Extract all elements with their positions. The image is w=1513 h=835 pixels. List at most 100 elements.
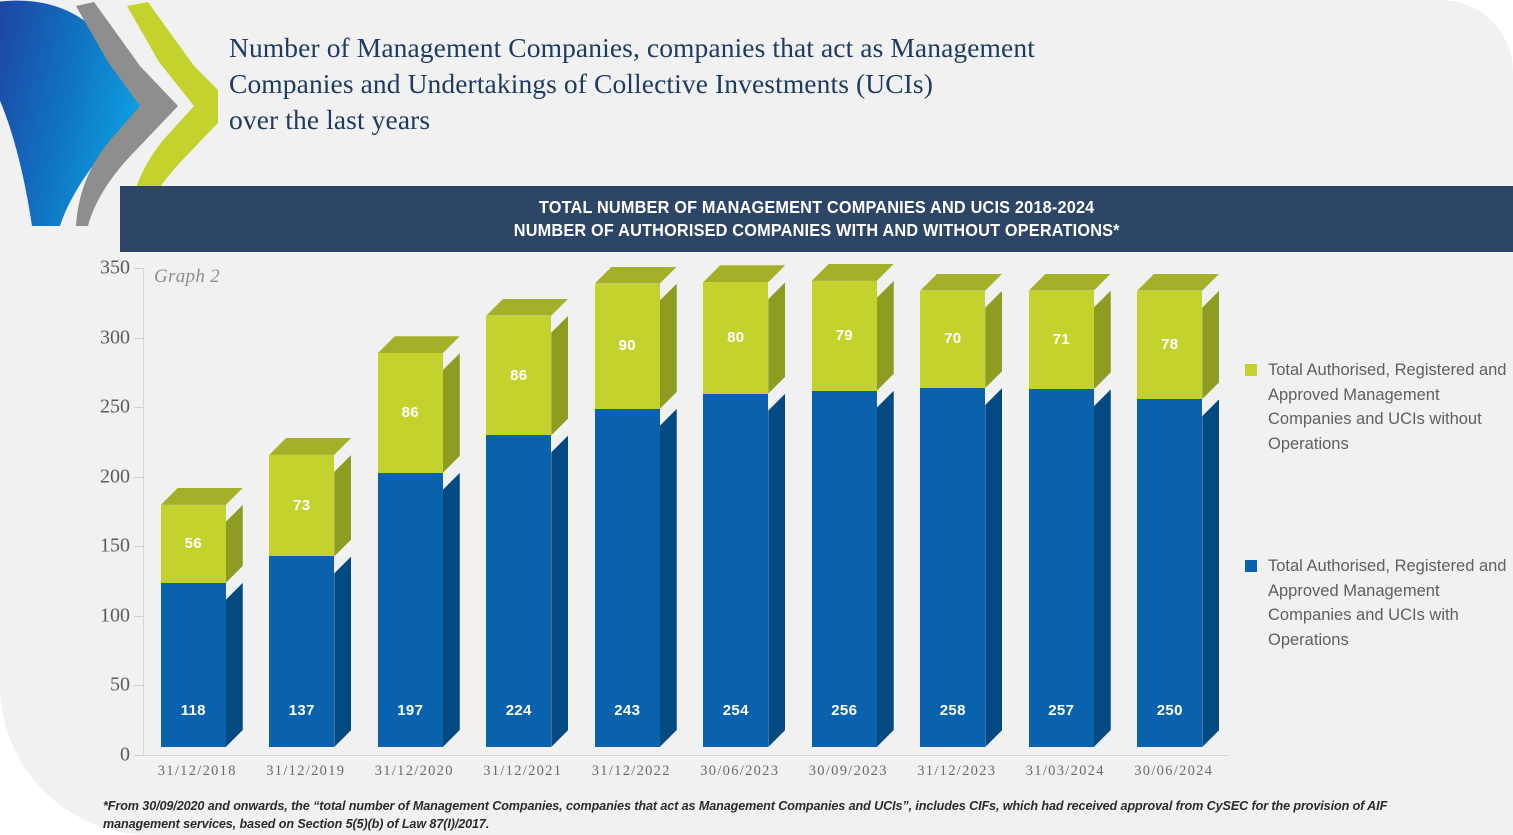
bar-front-face <box>920 388 986 747</box>
bar-front-face <box>811 280 877 391</box>
y-axis-tick-label: 250 <box>100 395 130 418</box>
x-axis-tick-label: 31/12/2019 <box>266 763 346 779</box>
bar-top-face <box>812 264 894 281</box>
bar-side-face <box>443 473 460 747</box>
bar-segment-without-operations[interactable]: 90 <box>594 283 660 409</box>
y-axis-tick-label: 300 <box>100 326 130 349</box>
bar-stack[interactable]: 118 56 <box>160 505 226 755</box>
legend-swatch-icon <box>1245 364 1257 376</box>
y-axis-tick-mark <box>134 268 143 269</box>
bar-front-face <box>377 472 443 747</box>
bar-top-face <box>1029 274 1111 291</box>
bar-segment-with-operations[interactable]: 243 <box>594 408 660 747</box>
bar-segment-with-operations[interactable]: 256 <box>811 390 877 747</box>
legend-item[interactable]: Total Authorised, Registered and Approve… <box>1245 554 1513 652</box>
bar-front-face <box>920 290 986 389</box>
bar-segment-without-operations[interactable]: 73 <box>269 455 334 557</box>
y-axis-tick-mark <box>134 337 143 339</box>
x-axis-tick-label: 30/06/2024 <box>1134 763 1214 779</box>
legend-swatch-icon <box>1245 560 1257 572</box>
bar-front-face <box>1137 399 1203 747</box>
bar-stack[interactable]: 258 70 <box>920 291 985 755</box>
bar-side-face <box>226 583 243 747</box>
x-axis-tick-label: 31/12/2023 <box>917 763 997 779</box>
bar-side-face <box>877 281 894 391</box>
bar-segment-without-operations[interactable]: 71 <box>1028 290 1094 390</box>
bar-value-label: 118 <box>180 702 206 719</box>
y-axis-tick-label: 50 <box>110 673 130 696</box>
bar-segment-with-operations[interactable]: 197 <box>377 472 443 747</box>
y-axis-tick-label: 100 <box>100 604 130 627</box>
y-axis-tick-label: 0 <box>120 743 130 766</box>
y-axis-tick-mark <box>134 615 143 617</box>
bar-segment-with-operations[interactable]: 224 <box>486 435 551 747</box>
chart-legend: Total Authorised, Registered and Approve… <box>1245 358 1513 652</box>
bar-value-label: 56 <box>184 534 202 552</box>
page-title-line-2: Companies and Undertakings of Collective… <box>229 68 933 99</box>
bar-value-label: 137 <box>288 702 315 719</box>
bar-top-face <box>161 488 243 505</box>
bar-segment-with-operations[interactable]: 118 <box>160 582 226 747</box>
bar-front-face <box>160 582 226 747</box>
x-axis-tick-label: 31/03/2024 <box>1025 763 1105 779</box>
page-title-line-1: Number of Management Companies, companie… <box>229 32 1035 63</box>
bar-segment-without-operations[interactable]: 56 <box>160 505 226 583</box>
page-title: Number of Management Companies, companie… <box>229 30 1239 138</box>
bar-segment-without-operations[interactable]: 86 <box>486 316 551 436</box>
bar-side-face <box>660 284 677 409</box>
x-axis-tick-label: 30/09/2023 <box>808 763 888 779</box>
bar-segment-without-operations[interactable]: 78 <box>1137 291 1202 400</box>
bar-front-face <box>486 315 552 436</box>
bar-value-label: 80 <box>727 328 745 346</box>
bar-stack[interactable]: 243 90 <box>594 283 660 755</box>
bar-front-face <box>594 283 660 409</box>
bar-top-face <box>486 299 568 316</box>
logo-lime-chevron <box>127 2 234 226</box>
bar-top-face <box>920 274 1002 291</box>
bar-side-face <box>551 316 568 436</box>
bar-value-label: 86 <box>401 404 419 422</box>
bar-segment-with-operations[interactable]: 137 <box>269 556 334 747</box>
bar-value-label: 258 <box>939 702 966 719</box>
bar-stack[interactable]: 224 86 <box>486 316 551 755</box>
banner-line-1: TOTAL NUMBER OF MANAGEMENT COMPANIES AND… <box>538 197 1095 217</box>
bar-segment-without-operations[interactable]: 70 <box>920 290 986 389</box>
bar-side-face <box>334 455 351 557</box>
bar-side-face <box>985 388 1002 747</box>
bar-side-face <box>877 391 894 747</box>
plot-area: 0 50 100 150 200 250 300 350 118 56 31/12/2018 137 7… <box>100 257 1228 779</box>
y-axis-tick-label: 150 <box>100 534 130 557</box>
bar-front-face <box>1137 290 1203 400</box>
bar-side-face <box>768 282 785 393</box>
bar-segment-with-operations[interactable]: 250 <box>1137 399 1202 747</box>
bar-front-face <box>486 435 552 747</box>
y-axis-line <box>143 268 144 755</box>
bar-top-face <box>595 267 677 284</box>
bar-stack[interactable]: 197 86 <box>377 353 443 755</box>
bar-stack[interactable]: 137 73 <box>269 455 334 755</box>
bar-segment-without-operations[interactable]: 80 <box>703 282 769 394</box>
bar-value-label: 256 <box>831 702 858 719</box>
bar-side-face <box>226 505 243 583</box>
logo-gray-chevron <box>76 2 178 226</box>
bar-stack[interactable]: 254 80 <box>703 282 768 755</box>
bar-front-face <box>703 282 769 394</box>
legend-item[interactable]: Total Authorised, Registered and Approve… <box>1245 358 1513 456</box>
banner-line-2: NUMBER OF AUTHORISED COMPANIES WITH AND … <box>513 220 1120 240</box>
bar-segment-with-operations[interactable]: 258 <box>920 388 985 747</box>
bar-side-face <box>334 556 351 747</box>
y-axis-tick-label: 350 <box>100 256 130 279</box>
bar-side-face <box>768 394 785 747</box>
bar-segment-with-operations[interactable]: 254 <box>703 393 768 747</box>
bar-segment-without-operations[interactable]: 86 <box>377 353 443 473</box>
bar-segment-without-operations[interactable]: 79 <box>811 280 877 391</box>
bar-segment-with-operations[interactable]: 257 <box>1028 389 1094 747</box>
y-axis-tick-mark <box>134 407 143 409</box>
bar-front-face <box>811 390 877 747</box>
bar-stack[interactable]: 250 78 <box>1137 291 1202 755</box>
bar-value-label: 257 <box>1048 702 1075 719</box>
bar-stack[interactable]: 257 71 <box>1028 290 1094 755</box>
bar-front-face <box>1028 290 1094 390</box>
bar-stack[interactable]: 256 79 <box>811 280 877 755</box>
